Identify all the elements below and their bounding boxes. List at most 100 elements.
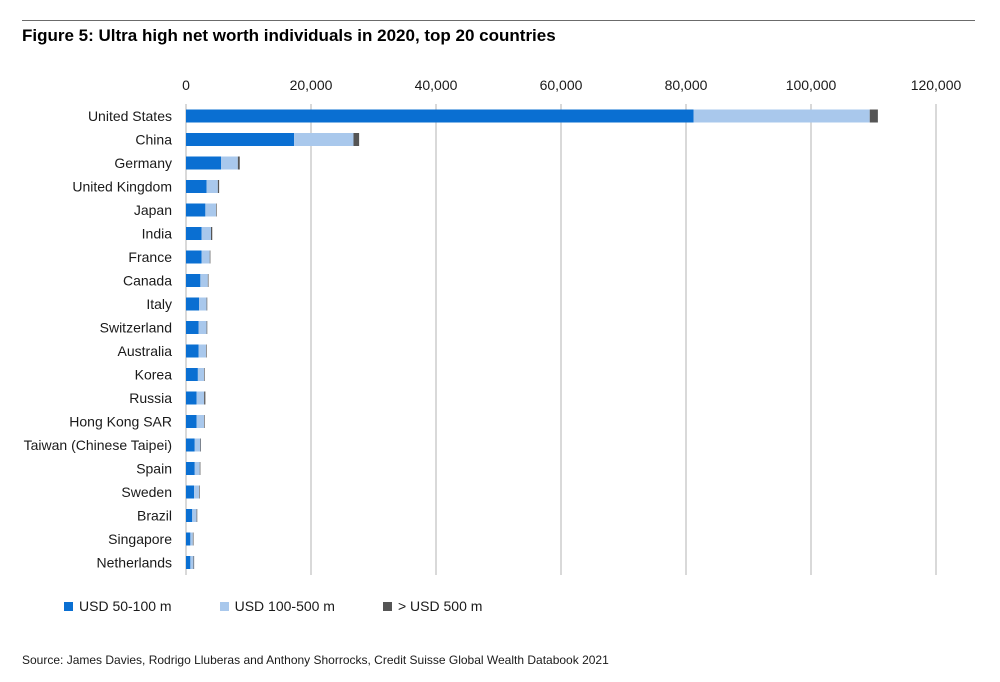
bar-segment-series-2 xyxy=(198,344,206,358)
bar-segment-series-3 xyxy=(869,109,878,123)
category-label: Italy xyxy=(146,296,172,312)
bar-segment-series-3 xyxy=(206,344,207,358)
bar-segment-series-2 xyxy=(196,415,205,428)
bar-segment-series-2 xyxy=(693,109,870,123)
legend-item-series-2: USD 100-500 m xyxy=(219,598,335,614)
bar-segment-series-1 xyxy=(186,180,207,193)
bar-segment-series-3 xyxy=(199,462,201,475)
category-label: Russia xyxy=(129,390,172,406)
bar-segment-series-2 xyxy=(194,485,200,499)
bar-segment-series-2 xyxy=(197,368,205,381)
bar-segment-series-1 xyxy=(186,321,199,334)
bar-segment-series-3 xyxy=(206,321,208,334)
x-tick-label: 120,000 xyxy=(911,77,962,93)
bar-segment-series-3 xyxy=(217,180,220,193)
bar-segment-series-2 xyxy=(196,391,205,405)
legend-label-series-3: > USD 500 m xyxy=(397,598,483,614)
x-axis-ticks: 0 20,000 40,000 60,000 80,000 100,000 120,000 xyxy=(182,77,961,93)
bar-segment-series-3 xyxy=(207,274,209,287)
category-label: United Kingdom xyxy=(72,179,172,195)
x-tick-label: 0 xyxy=(182,77,190,93)
top-rule xyxy=(22,20,975,21)
bar-segment-series-2 xyxy=(200,274,208,287)
bar-segment-series-1 xyxy=(186,368,198,381)
category-label: Hong Kong SAR xyxy=(69,414,172,430)
category-label: Taiwan (Chinese Taipei) xyxy=(24,437,172,453)
bar-segment-series-1 xyxy=(186,133,295,146)
category-label: Canada xyxy=(123,273,172,289)
bar-segment-series-3 xyxy=(211,227,213,240)
legend: USD 50-100 m USD 100-500 m > USD 500 m xyxy=(64,598,530,614)
legend-swatch-series-2 xyxy=(219,601,229,611)
legend-label-series-1: USD 50-100 m xyxy=(79,598,172,614)
bar-segment-series-3 xyxy=(353,133,360,146)
category-label: Singapore xyxy=(108,531,172,547)
bar-segment-series-2 xyxy=(199,297,207,311)
category-label: Sweden xyxy=(121,484,172,500)
bar-segment-series-2 xyxy=(192,509,197,522)
category-label: Brazil xyxy=(137,508,172,524)
bar-segment-series-2 xyxy=(206,180,218,193)
bar-segment-series-2 xyxy=(194,438,201,452)
category-labels: United States China Germany United Kingdom J… xyxy=(24,108,173,571)
bar-segment-series-3 xyxy=(200,438,201,452)
bar-segment-series-2 xyxy=(198,321,207,334)
legend-item-series-1: USD 50-100 m xyxy=(64,598,172,614)
category-label: Germany xyxy=(114,155,172,171)
chart-title: Figure 5: Ultra high net worth individua… xyxy=(22,26,556,45)
x-tick-label: 20,000 xyxy=(290,77,333,93)
bar-segment-series-1 xyxy=(186,532,191,546)
bar-segment-series-1 xyxy=(186,274,201,287)
bar-segment-series-2 xyxy=(201,227,211,240)
bars xyxy=(186,109,878,569)
category-label: Korea xyxy=(135,367,173,383)
bar-segment-series-1 xyxy=(186,109,694,123)
bar-segment-series-3 xyxy=(204,415,205,428)
bar-segment-series-3 xyxy=(216,203,217,217)
bar-segment-series-3 xyxy=(206,297,208,311)
x-tick-label: 40,000 xyxy=(415,77,458,93)
bar-segment-series-2 xyxy=(201,250,210,264)
bar-segment-series-1 xyxy=(186,415,197,428)
bar-segment-series-2 xyxy=(294,133,354,146)
category-label: Netherlands xyxy=(97,555,173,571)
bar-segment-series-3 xyxy=(237,156,240,170)
legend-label-series-2: USD 100-500 m xyxy=(234,598,335,614)
bar-segment-series-3 xyxy=(196,509,198,522)
category-label: China xyxy=(135,132,172,148)
x-tick-label: 60,000 xyxy=(540,77,583,93)
bar-segment-series-1 xyxy=(186,462,195,475)
category-label: India xyxy=(142,226,173,242)
category-label: Japan xyxy=(134,202,172,218)
bar-segment-series-3 xyxy=(204,391,206,405)
bar-segment-series-1 xyxy=(186,485,195,499)
bar-segment-series-1 xyxy=(186,344,199,358)
bar-segment-series-2 xyxy=(221,156,238,170)
source-note: Source: James Davies, Rodrigo Lluberas a… xyxy=(22,653,609,667)
legend-item-series-3: > USD 500 m xyxy=(382,598,483,614)
bar-segment-series-3 xyxy=(199,485,200,499)
category-label: United States xyxy=(88,108,172,124)
category-label: Australia xyxy=(118,343,173,359)
bar-segment-series-1 xyxy=(186,509,193,522)
bar-segment-series-1 xyxy=(186,297,200,311)
bar-segment-series-3 xyxy=(204,368,205,381)
legend-swatch-series-3 xyxy=(382,601,392,611)
bar-segment-series-1 xyxy=(186,438,195,452)
category-label: France xyxy=(128,249,172,265)
bar-segment-series-1 xyxy=(186,203,206,217)
x-tick-label: 100,000 xyxy=(786,77,837,93)
bar-segment-series-3 xyxy=(209,250,211,264)
bar-segment-series-2 xyxy=(190,556,194,569)
gridlines xyxy=(185,104,937,575)
bar-segment-series-1 xyxy=(186,556,191,569)
bar-segment-series-2 xyxy=(194,462,200,475)
bar-segment-series-1 xyxy=(186,227,202,240)
legend-swatch-series-1 xyxy=(64,601,73,611)
bar-segment-series-2 xyxy=(190,532,193,546)
bar-segment-series-1 xyxy=(186,156,221,170)
bar-segment-series-3 xyxy=(193,556,195,569)
category-label: Switzerland xyxy=(100,320,172,336)
bar-segment-series-1 xyxy=(186,250,202,264)
